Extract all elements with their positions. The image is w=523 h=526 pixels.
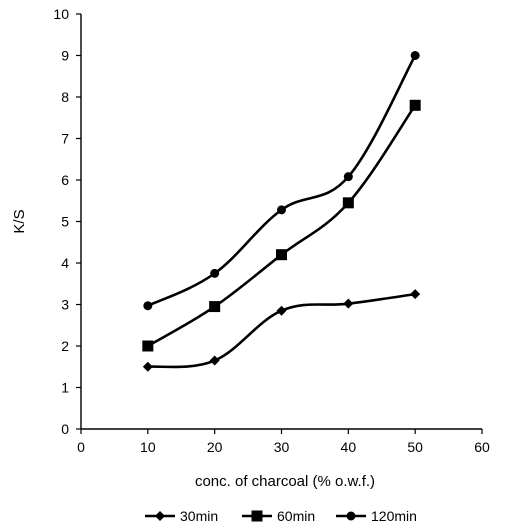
- data-point-60min: [409, 99, 421, 111]
- x-axis-title: conc. of charcoal (% o.w.f.): [195, 473, 375, 490]
- legend-label: 30min: [180, 508, 218, 524]
- series-30min: [142, 289, 421, 372]
- data-point-120min: [343, 172, 353, 182]
- x-tick-label: 50: [407, 439, 423, 455]
- legend-label: 60min: [277, 508, 315, 524]
- legend-marker-30min: [155, 511, 165, 521]
- x-tick-label: 40: [341, 439, 357, 455]
- data-point-120min: [410, 51, 420, 60]
- x-tick-label: 20: [207, 439, 223, 455]
- series-120min: [143, 51, 420, 311]
- x-tick-label: 60: [474, 439, 490, 455]
- series-line-30min: [146, 292, 417, 369]
- y-tick-label: 2: [61, 338, 69, 354]
- legend-marker-60min: [251, 510, 263, 522]
- x-tick-label: 10: [140, 439, 156, 455]
- series-layer: [142, 51, 421, 372]
- legend-marker-120min: [346, 511, 356, 521]
- series-60min: [142, 99, 421, 352]
- y-tick-label: 7: [61, 131, 69, 147]
- x-tick-label: 0: [77, 439, 85, 455]
- data-point-30min: [276, 305, 287, 316]
- y-tick-label: 10: [53, 6, 69, 22]
- data-point-60min: [276, 249, 287, 261]
- data-point-30min: [343, 298, 354, 309]
- y-tick-label: 1: [61, 380, 69, 396]
- legend-label: 120min: [371, 508, 417, 524]
- y-tick-label: 9: [61, 48, 69, 64]
- legend-item-120min: 120min: [336, 508, 417, 524]
- data-point-30min: [410, 289, 421, 300]
- y-tick-label: 3: [61, 297, 69, 313]
- series-line-120min: [146, 54, 417, 308]
- y-tick-label: 8: [61, 89, 69, 105]
- legend-item-60min: 60min: [242, 508, 315, 524]
- legend: 30min 60min 120min: [145, 508, 417, 524]
- data-point-120min: [143, 301, 153, 311]
- x-tick-label: 30: [274, 439, 290, 455]
- data-point-60min: [142, 340, 154, 352]
- y-axis-title: K/S: [11, 209, 28, 233]
- data-point-60min: [209, 301, 221, 313]
- axes: 0 1 2 3 4 5 6 7 8 9 10 0 10 20 30 40 50 60: [53, 6, 490, 455]
- y-tick-label: 5: [61, 214, 69, 230]
- data-point-30min: [142, 361, 153, 372]
- y-tick-label: 4: [61, 255, 69, 271]
- data-point-120min: [277, 205, 286, 215]
- data-point-30min: [209, 355, 220, 366]
- y-tick-label: 6: [61, 172, 69, 188]
- y-tick-label: 0: [61, 421, 69, 437]
- legend-item-30min: 30min: [145, 508, 218, 524]
- data-point-60min: [342, 197, 354, 209]
- data-point-120min: [210, 268, 220, 278]
